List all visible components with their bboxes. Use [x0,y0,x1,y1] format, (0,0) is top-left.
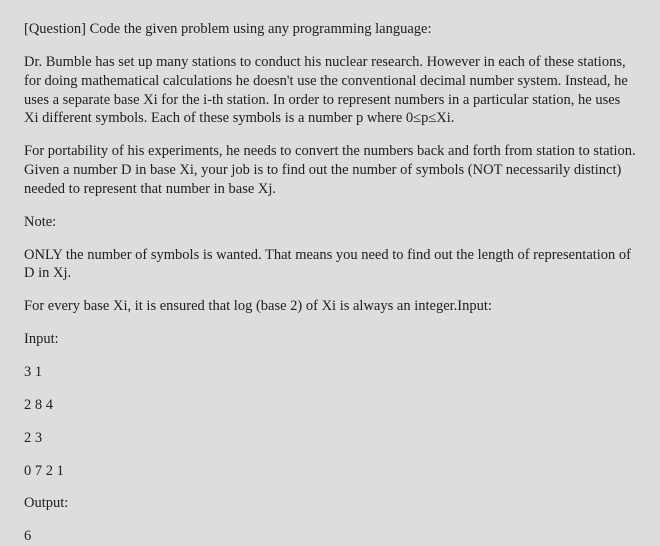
input-line-3: 2 3 [24,429,636,448]
output-line-1: 6 [24,527,636,546]
problem-paragraph-3: ONLY the number of symbols is wanted. Th… [24,246,636,284]
input-label: Input: [24,330,636,349]
output-label: Output: [24,494,636,513]
problem-paragraph-4: For every base Xi, it is ensured that lo… [24,297,636,316]
input-line-1: 3 1 [24,363,636,382]
problem-paragraph-2: For portability of his experiments, he n… [24,142,636,199]
problem-paragraph-1: Dr. Bumble has set up many stations to c… [24,53,636,128]
input-line-2: 2 8 4 [24,396,636,415]
input-line-4: 0 7 2 1 [24,462,636,481]
note-label: Note: [24,213,636,232]
question-heading: [Question] Code the given problem using … [24,20,636,39]
